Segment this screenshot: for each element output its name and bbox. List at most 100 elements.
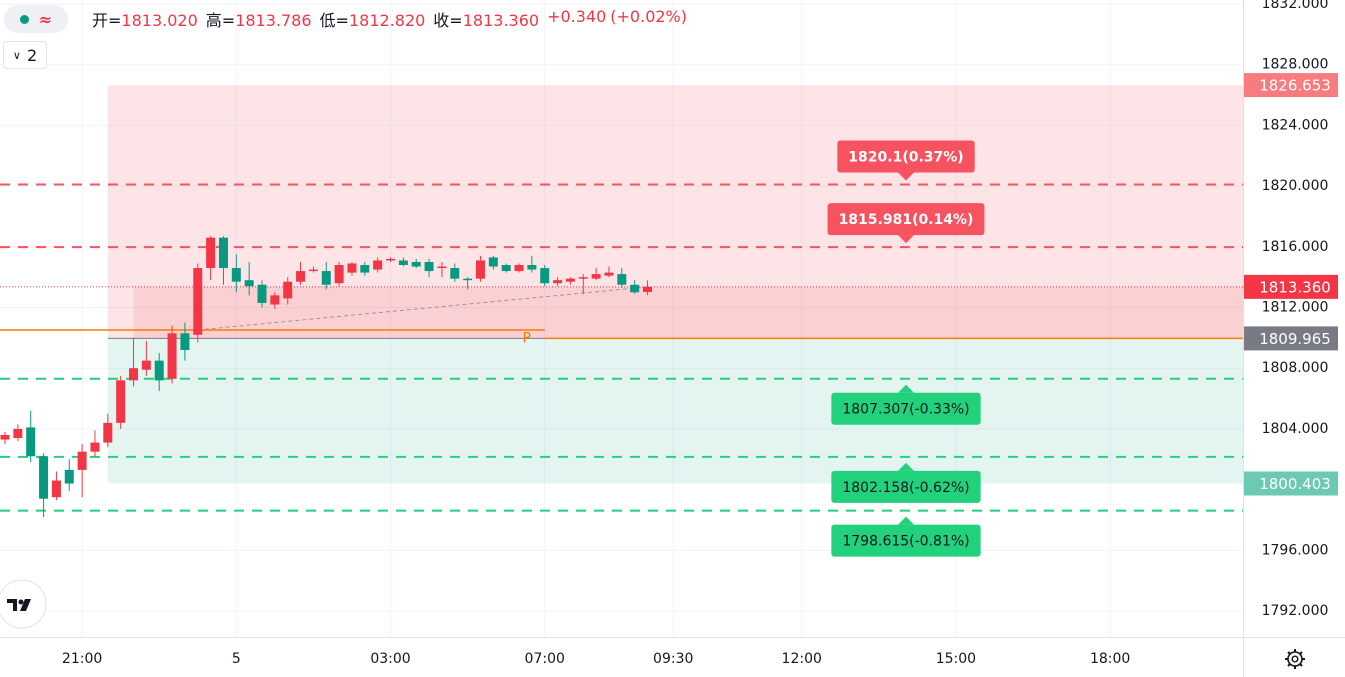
candle-body [90, 442, 100, 452]
level-badge: 1820.1(0.37%) [837, 140, 975, 181]
price-label-box [1244, 326, 1338, 351]
candle-body [13, 428, 23, 439]
chevron: ∨ [12, 48, 21, 62]
ohlc-item: 收=1813.360 [433, 7, 539, 31]
level-label: 1820.1(0.37%) [848, 150, 963, 166]
candle-body [527, 264, 537, 270]
axes: 1832.000 1828.000 1824.000 1820.000 1816.000… [62, 0, 1338, 667]
y-tick-label: 1832.000 [1262, 0, 1329, 12]
y-tick-label: 1812.000 [1262, 299, 1329, 315]
ohlc-legend: 开=1813.020 高=1813.786 低=1812.820 收=1813.360… [92, 7, 687, 31]
price-label: 1800.403 [1259, 475, 1331, 493]
y-tick-label: 1824.000 [1262, 117, 1329, 133]
y-tick-label: 1808.000 [1262, 360, 1329, 376]
gear-hole [1291, 655, 1299, 663]
symbol-status[interactable]: ≈ [4, 5, 68, 33]
ohlc-value: 1813.020 [121, 11, 198, 30]
level-badge-box [831, 392, 981, 425]
level-badge-pointer [898, 172, 914, 181]
indicator-count: 2 [26, 45, 38, 65]
candle-body [116, 380, 126, 423]
level-badge-box [831, 524, 981, 557]
candle-body [231, 268, 241, 282]
candle-body [424, 261, 434, 272]
ohlc-value: 1812.820 [348, 11, 426, 30]
ohlc-label: 收= [433, 11, 463, 30]
candle-body [244, 280, 254, 287]
candle-body [296, 271, 306, 282]
candle-body [218, 237, 228, 269]
candle-body [26, 427, 36, 457]
candle-body [360, 264, 370, 273]
ohlc-label: 高= [205, 11, 236, 30]
price-label-box [1244, 471, 1338, 496]
candle-body [553, 280, 563, 284]
candle-body [578, 277, 588, 279]
candle-body [630, 284, 640, 293]
candle-body [257, 284, 267, 303]
labels: 1820.1(0.37%) 1815.981(0.14%) 1807.307(-0.… [827, 140, 985, 557]
candle-body [347, 263, 357, 273]
x-tick-label: 15:00 [936, 651, 976, 667]
candle-body [540, 268, 550, 284]
y-tick-label: 1820.000 [1262, 178, 1329, 194]
candle-body [373, 260, 383, 270]
candle-body [0, 434, 10, 440]
logo[interactable] [0, 579, 47, 629]
x-tick-label: 07:00 [525, 651, 565, 667]
candle-body [643, 286, 653, 293]
loss-zone [107, 338, 1243, 484]
candle-body [488, 257, 498, 267]
candle-body [501, 264, 511, 272]
price-label: 1813.360 [1259, 278, 1331, 296]
level-badge-box [837, 140, 975, 173]
level-label: 1807.307(-0.33%) [842, 402, 969, 418]
y-tick-label: 1828.000 [1262, 57, 1329, 73]
candle-body [591, 274, 601, 279]
grid [0, 0, 1243, 637]
candle-body [206, 237, 216, 269]
level-badge-pointer [898, 235, 914, 244]
indicator-toggle[interactable]: ∨ 2 [3, 41, 47, 69]
candle-body [514, 264, 524, 272]
change: +0.340 [547, 7, 607, 26]
toolbar: ≈ 开=1813.020 高=1813.786 低=1812.820 收=1813.3… [4, 5, 687, 33]
level-label: 1798.615(-0.81%) [842, 534, 969, 550]
candle-body [180, 333, 190, 350]
candle-body [437, 266, 447, 269]
ohlc-value: 1813.786 [235, 11, 312, 30]
level-badge-pointer [898, 384, 914, 393]
zones [107, 85, 1244, 484]
candle-body [475, 260, 485, 279]
candle-body [283, 281, 293, 299]
price-label: 1809.965 [1259, 330, 1331, 348]
x-tick-label: 09:30 [653, 651, 693, 667]
candle-body [321, 271, 331, 285]
level-badge-pointer [898, 516, 914, 525]
y-tick-label: 1804.000 [1262, 421, 1329, 437]
candle-body [51, 480, 61, 498]
pivot-label: P [523, 330, 531, 346]
level-badge: 1815.981(0.14%) [827, 203, 985, 244]
lines: P [0, 183, 1243, 512]
ohlc-item: 低=1812.820 [320, 7, 426, 31]
ohlc-label: 低= [319, 11, 349, 30]
candle-body [411, 261, 421, 267]
candle-body [450, 268, 460, 279]
price-label-box [1244, 274, 1338, 299]
ohlc-label: 开= [92, 11, 122, 30]
candle-body [77, 451, 87, 470]
y-tick-label: 1816.000 [1262, 239, 1329, 255]
level-badge-box [831, 470, 981, 503]
level-label: 1802.158(-0.62%) [842, 480, 969, 496]
candle-body [103, 422, 113, 443]
logo-dot [18, 599, 24, 605]
settings-icon[interactable] [1285, 649, 1305, 669]
x-tick-label: 5 [232, 651, 241, 667]
y-tick-label: 1792.000 [1262, 603, 1329, 619]
x-tick-label: 21:00 [62, 651, 102, 667]
candle-body [129, 368, 139, 381]
candle-body [167, 333, 177, 379]
